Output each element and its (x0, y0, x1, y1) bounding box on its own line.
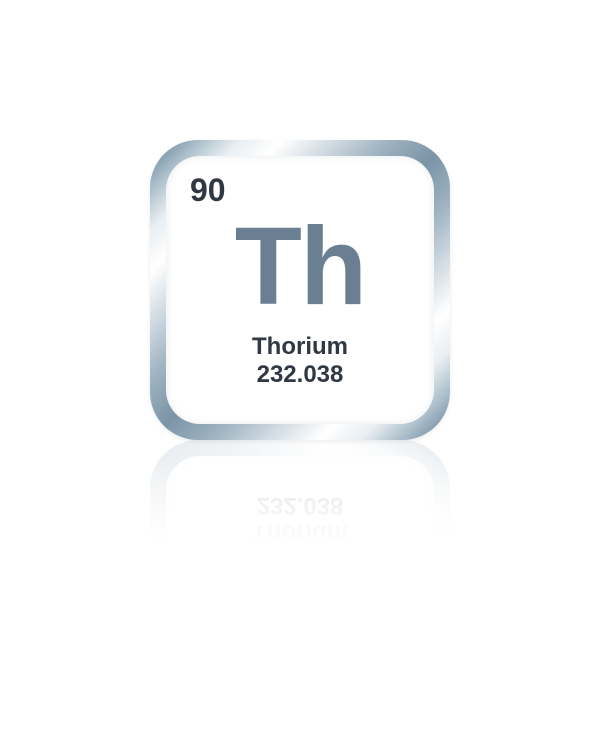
element-tile-inner: 90 Th Thorium 232.038 (166, 156, 434, 424)
atomic-mass: 232.038 (190, 362, 410, 388)
reflection: 90 Th Thorium 232.038 (150, 440, 450, 740)
element-tile-wrapper: 90 Th Thorium 232.038 90 Th Thorium 232.… (150, 140, 450, 440)
element-tile: 90 Th Thorium 232.038 (150, 140, 450, 440)
atomic-number: 90 (190, 174, 410, 206)
element-name: Thorium (190, 334, 410, 360)
element-symbol: Th (190, 212, 410, 322)
